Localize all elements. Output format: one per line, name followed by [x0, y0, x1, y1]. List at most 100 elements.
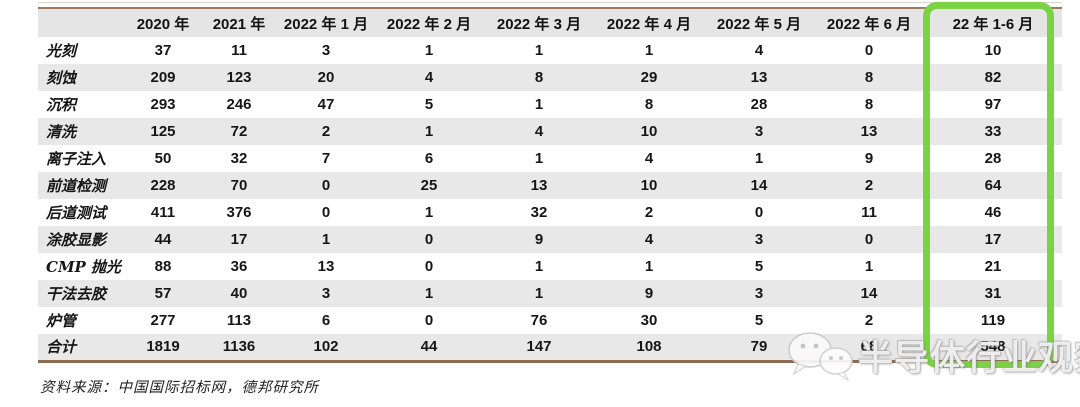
table-cell: 29: [640, 69, 658, 86]
table-cell: 1819: [146, 338, 180, 356]
row-label: 合计: [46, 338, 77, 357]
table-body: 光刻 37 11 3 1 1 1 4 0 10 刻蚀 209 123 20 4 8 29 13 8 82 沉积 293 24…: [38, 37, 1062, 361]
table-row: 后道测试 411 376 0 1 32 2 0 11 46: [38, 199, 1062, 226]
row-label: 光刻: [46, 42, 77, 60]
row-label: 后道测试: [46, 204, 107, 222]
table-cell: 4: [534, 123, 544, 140]
table-cell: 10: [640, 123, 658, 140]
table-cell: 44: [420, 338, 438, 356]
table-row: CMP 抛光 88 36 13 0 1 1 5 1 21: [38, 253, 1062, 280]
table-cell: 11: [231, 42, 247, 59]
table-row: 涂胶显影 44 17 1 0 9 4 3 0 17: [38, 226, 1062, 253]
table-cell: 28: [984, 150, 1002, 167]
table-cell: 28: [750, 96, 768, 113]
table-cell: 293: [150, 96, 176, 113]
table-row: 干法去胶 57 40 3 1 1 9 3 14 31: [38, 280, 1062, 307]
table-cell: 32: [230, 150, 248, 167]
table-cell: 31: [984, 285, 1002, 302]
table-cell: 17: [230, 231, 248, 248]
table-cell: 0: [754, 204, 764, 221]
table-cell: 1: [644, 258, 654, 275]
table-cell: 1: [424, 285, 434, 302]
table-cell: 209: [150, 69, 176, 86]
column-header: 2022 年 1 月: [278, 8, 374, 37]
table-cell: 82: [984, 69, 1002, 86]
table-cell: 8: [534, 69, 544, 86]
procurement-table-area: 2020 年 2021 年 2022 年 1 月 2022 年 2 月 2022 年 3…: [38, 7, 1062, 363]
table-cell: 8: [644, 96, 654, 113]
table-cell: 47: [317, 96, 335, 113]
table-cell: 7: [321, 150, 331, 167]
column-header: 2022 年 3 月: [484, 8, 594, 37]
table-cell: 2: [864, 312, 874, 329]
table-cell: 1: [534, 285, 544, 302]
table-cell: 3: [754, 285, 764, 302]
table-cell: 76: [530, 312, 548, 329]
table-cell: 2: [644, 204, 654, 221]
table-cell: 88: [154, 258, 172, 275]
table-cell: 10: [640, 177, 658, 194]
table-cell: 2: [864, 177, 874, 194]
table-cell: 3: [754, 123, 764, 140]
table-cell: 13: [317, 258, 335, 275]
table-cell: 411: [150, 204, 176, 221]
table-cell: 0: [864, 231, 874, 248]
table-cell: 25: [420, 177, 438, 194]
table-row: 光刻 37 11 3 1 1 1 4 0 10: [38, 37, 1062, 64]
table-cell: 13: [750, 69, 768, 86]
top-hairline: [38, 2, 1062, 3]
column-header: 2022 年 5 月: [704, 8, 814, 37]
table-cell: 1: [534, 258, 544, 275]
table-cell: 1: [424, 204, 434, 221]
table-cell: 37: [154, 42, 172, 59]
table-cell: 72: [230, 123, 248, 140]
row-label: CMP 抛光: [46, 258, 122, 276]
table-cell: 1: [424, 42, 434, 59]
table-cell: 10: [984, 42, 1002, 59]
row-label: 干法去胶: [46, 285, 107, 303]
table-cell: 33: [984, 123, 1002, 140]
table-cell: 119: [980, 312, 1006, 329]
table-cell: 17: [984, 231, 1002, 248]
table-row: 合计 1819 1136 102 44 147 108 79 68 548: [38, 334, 1062, 361]
table-cell: 8: [864, 69, 874, 86]
table-cell: 0: [424, 231, 434, 248]
table-cell: 277: [150, 312, 176, 329]
table-cell: 3: [754, 231, 764, 248]
column-header: 22 年 1-6 月: [924, 8, 1062, 37]
corner-cell: [38, 8, 126, 37]
table-cell: 0: [321, 177, 331, 194]
table-cell: 5: [754, 258, 764, 275]
table-cell: 3: [321, 42, 331, 59]
table-cell: 548: [980, 338, 1006, 356]
table-cell: 123: [226, 69, 252, 86]
table-cell: 0: [424, 312, 434, 329]
column-header: 2020 年: [126, 8, 200, 37]
row-label: 炉管: [46, 312, 77, 330]
column-header: 2022 年 4 月: [594, 8, 704, 37]
table-cell: 13: [860, 123, 878, 140]
table-cell: 246: [226, 96, 252, 113]
column-header: 2022 年 2 月: [374, 8, 484, 37]
table-cell: 44: [154, 231, 172, 248]
table-cell: 8: [864, 96, 874, 113]
table-row: 沉积 293 246 47 5 1 8 28 8 97: [38, 91, 1062, 118]
table-cell: 4: [424, 69, 434, 86]
table-cell: 5: [424, 96, 434, 113]
table-cell: 79: [750, 338, 768, 356]
table-cell: 6: [424, 150, 434, 167]
table-cell: 376: [226, 204, 252, 221]
header-row: 2020 年 2021 年 2022 年 1 月 2022 年 2 月 2022 年 3…: [38, 8, 1062, 37]
table-cell: 64: [984, 177, 1002, 194]
table-cell: 102: [313, 338, 339, 356]
table-cell: 228: [150, 177, 176, 194]
table-cell: 11: [861, 204, 877, 221]
row-label: 离子注入: [46, 150, 107, 168]
column-header: 2022 年 6 月: [814, 8, 924, 37]
table-cell: 125: [150, 123, 176, 140]
table-cell: 113: [226, 312, 252, 329]
column-header: 2021 年: [200, 8, 278, 37]
table-cell: 30: [640, 312, 658, 329]
source-note: 资料来源：中国国际招标网，德邦研究所: [40, 380, 319, 396]
table-cell: 14: [750, 177, 768, 194]
